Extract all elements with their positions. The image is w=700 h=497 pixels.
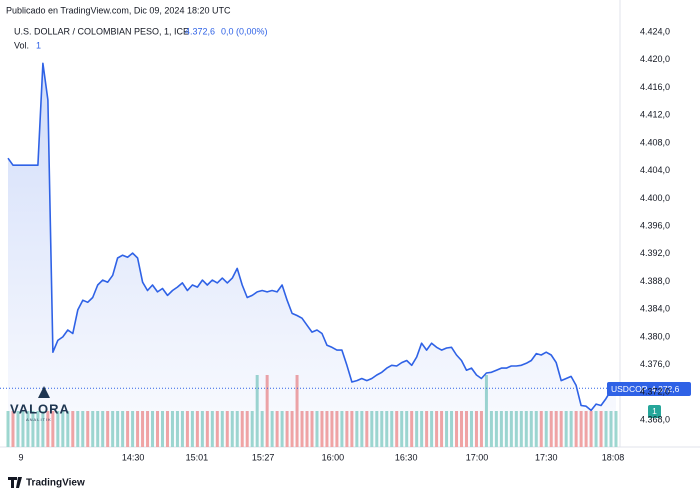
y-tick-label: 4.404,0: [640, 165, 670, 175]
y-tick-label: 4.388,0: [640, 276, 670, 286]
x-tick-label: 9: [18, 452, 23, 462]
watermark-logo: [38, 386, 50, 398]
price-change: 0,0 (0,00%): [221, 26, 268, 36]
x-tick-label: 16:00: [322, 452, 345, 462]
x-tick-label: 15:01: [186, 452, 209, 462]
volume-value: 1: [36, 40, 41, 50]
price-tag: [607, 382, 691, 396]
watermark-sub: ANALITIK: [26, 417, 52, 422]
y-tick-label: 4.412,0: [640, 110, 670, 120]
price-line: [7, 62, 617, 412]
y-tick-label: 4.368,0: [640, 414, 670, 424]
last-price: 4.372,6: [185, 26, 215, 36]
volume-title: Vol.: [14, 40, 29, 50]
published-note: Publicado en TradingView.com, Dic 09, 20…: [6, 5, 231, 15]
x-tick-label: 16:30: [395, 452, 418, 462]
y-tick-label: 4.420,0: [640, 54, 670, 64]
x-tick-label: 17:30: [535, 452, 558, 462]
x-tick-label: 18:08: [602, 452, 625, 462]
y-tick-label: 4.376,0: [640, 359, 670, 369]
plot: [0, 62, 620, 448]
x-tick-label: 14:30: [122, 452, 145, 462]
y-tick-label: 4.424,0: [640, 27, 670, 37]
x-tick-label: 15:27: [252, 452, 275, 462]
area-fill: [8, 63, 616, 448]
y-tick-label: 4.396,0: [640, 220, 670, 230]
y-tick-label: 4.408,0: [640, 137, 670, 147]
volume-tag-value: 1: [652, 406, 657, 416]
brand-logo: [8, 477, 22, 488]
x-tick-label: 17:00: [466, 452, 489, 462]
y-tick-label: 4.380,0: [640, 331, 670, 341]
y-tick-label: 4.384,0: [640, 304, 670, 314]
y-tick-label: 4.372,0: [640, 387, 670, 397]
volume-tag: [648, 405, 661, 418]
price-tag-value: 4.372,6: [651, 384, 680, 394]
y-tick-label: 4.392,0: [640, 248, 670, 258]
watermark: VALORA: [10, 401, 70, 416]
y-tick-label: 4.416,0: [640, 82, 670, 92]
price-tag-ticker: USDCOP: [611, 384, 648, 394]
y-tick-label: 4.400,0: [640, 193, 670, 203]
symbol: U.S. DOLLAR / COLOMBIAN PESO, 1, ICE: [14, 26, 189, 36]
brand: TradingView: [26, 478, 85, 489]
